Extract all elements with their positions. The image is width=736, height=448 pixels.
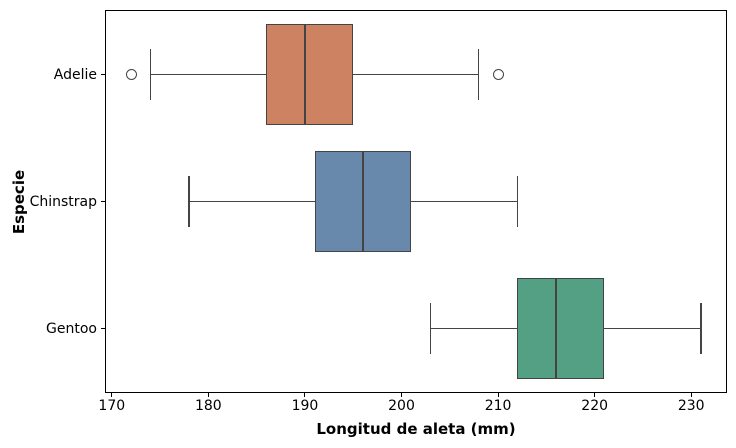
y-category-label: Gentoo [46,320,97,337]
median-line [362,150,364,253]
whisker-line-low [430,327,518,330]
y-category-label: Chinstrap [29,193,97,210]
y-category-label: Adelie [53,66,97,83]
whisker-cap [429,303,432,354]
x-tick-label: 200 [388,398,415,414]
whisker-line-high [411,200,518,203]
whisker-cap [149,49,152,100]
x-tick [111,393,113,397]
x-tick [207,393,209,397]
whisker-line-high [353,73,479,76]
median-line [555,277,557,380]
whisker-line-low [150,73,267,76]
x-tick-label: 190 [291,398,319,414]
median-line [304,23,306,126]
plot-area [105,10,727,393]
x-tick [594,393,596,397]
whisker-line-low [189,200,315,203]
x-tick [690,393,692,397]
box-adelie [266,23,354,126]
box-gentoo [517,277,605,380]
whisker-line-high [604,327,701,330]
y-tick [101,201,105,202]
y-tick [101,74,105,75]
whisker-cap [188,176,190,227]
x-tick-label: 180 [194,398,222,414]
x-tick [401,393,402,397]
x-axis-title: Longitud de aleta (mm) [316,420,516,438]
outlier-marker [125,69,137,80]
x-tick [497,393,499,397]
x-tick-label: 210 [484,398,512,414]
x-tick-label: 230 [677,398,705,414]
y-tick [101,328,105,329]
whisker-cap [516,176,519,227]
outlier-marker [492,69,504,80]
x-tick-label: 170 [98,398,126,414]
x-tick-label: 220 [581,398,609,414]
whisker-cap [700,303,702,354]
whisker-cap [478,49,480,100]
x-tick [304,393,306,397]
